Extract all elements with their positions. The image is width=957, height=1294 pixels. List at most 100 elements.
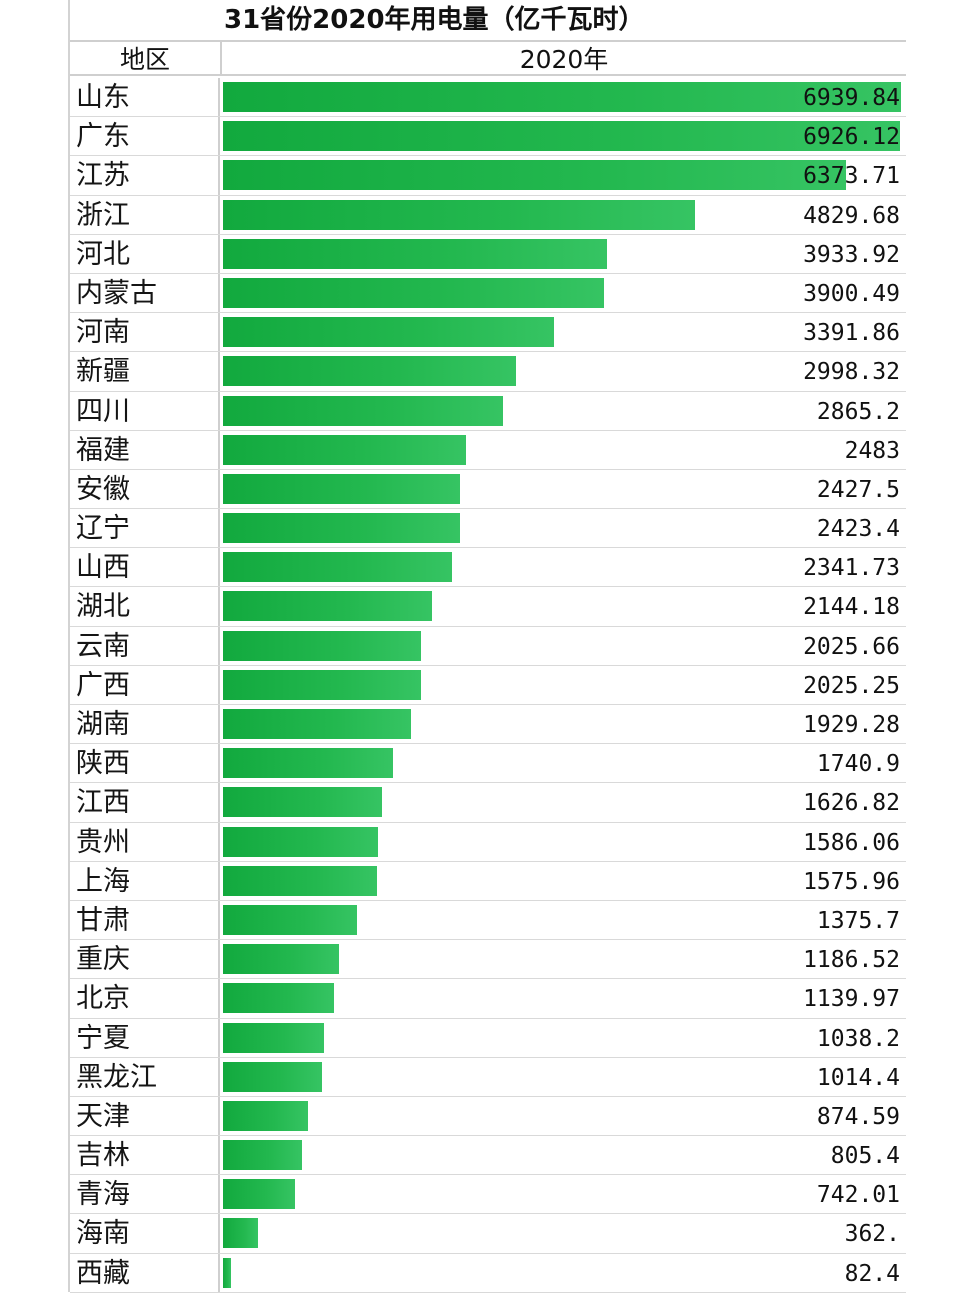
value-label: 2427.5 [816,476,900,503]
region-label: 湖南 [76,709,130,740]
table-row: 福建 2483 [70,430,906,470]
region-column-header: 地区 [70,40,220,76]
region-label: 陕西 [76,748,130,780]
value-label: 1038.2 [816,1025,900,1052]
region-label: 新疆 [76,356,130,388]
cell-divider [218,900,220,940]
cell-divider [218,1175,220,1214]
bar [223,434,466,465]
cell-divider [218,430,220,469]
bar [223,356,516,387]
region-label: 吉林 [76,1140,130,1172]
table-row: 甘肃 1375.7 [70,900,906,941]
table-row: 四川 2865.2 [70,391,906,431]
bar [223,82,901,112]
bar [223,787,382,818]
bar [223,1179,296,1210]
bar [223,709,412,739]
value-label: 3391.86 [803,320,900,347]
table-row: 湖北 2144.18 [70,587,906,627]
cell-divider [218,587,220,626]
bar-rows: 山东 6939.84 广东 6926.12 江苏 6373.71 浙江 4829.68 河北 39… [70,78,906,1293]
value-label: 6939.84 [803,85,900,111]
bar [223,513,460,544]
value-label: 1375.7 [816,907,900,934]
bar [223,1140,302,1171]
bar [223,395,503,426]
table-row: 天津 874.59 [70,1096,906,1137]
cell-divider [218,783,220,822]
table-row: 宁夏 1038.2 [70,1018,906,1058]
value-label: 742.01 [816,1182,900,1209]
bar [223,826,378,857]
value-label: 805.4 [830,1143,900,1170]
cell-divider [218,1253,220,1292]
table-row: 新疆 2998.32 [70,352,906,392]
cell-divider [218,665,220,704]
region-label: 云南 [76,630,130,662]
bar [223,865,377,896]
bar [223,277,605,308]
cell-divider [218,1018,220,1057]
cell-divider [218,313,220,352]
table-row: 河南 3391.86 [70,313,906,353]
value-label: 3933.92 [803,241,900,268]
value-label: 1626.82 [803,790,900,817]
cell-divider [218,78,220,117]
table-row: 陕西 1740.9 [70,744,906,784]
region-label: 甘肃 [76,904,130,936]
region-label: 贵州 [76,826,130,858]
bar [223,904,358,935]
bar [223,1218,259,1249]
region-label: 山东 [76,82,130,113]
cell-divider [218,940,220,979]
table-row: 西藏 82.4 [70,1253,906,1293]
cell-divider [218,469,220,509]
spreadsheet-chart: 31省份2020年用电量（亿千瓦时） 地区 2020年 山东 6939.84 广东 6… [68,0,906,1293]
region-label: 天津 [76,1100,130,1132]
region-label: 江西 [76,787,130,819]
cell-divider [218,705,220,744]
value-label: 1586.06 [803,829,900,856]
region-label: 广西 [76,669,130,701]
value-label: 82.4 [844,1260,900,1287]
cell-divider [218,979,220,1018]
region-label: 山西 [76,552,130,584]
region-label: 黑龙江 [76,1061,157,1093]
bar [223,1257,232,1288]
cell-divider [218,352,220,391]
bar [223,669,421,700]
region-label: 宁夏 [76,1022,130,1054]
region-label: 安徽 [76,473,130,505]
table-row: 黑龙江 1014.4 [70,1057,906,1097]
table-row: 山西 2341.73 [70,548,906,588]
value-label: 2144.18 [803,594,900,621]
cell-divider [218,391,220,430]
cell-divider [218,273,220,313]
table-row: 湖南 1929.28 [70,705,906,745]
table-row: 吉林 805.4 [70,1136,906,1176]
value-label: 1929.28 [803,712,900,738]
table-row: 山东 6939.84 [70,78,906,118]
table-row: 江苏 6373.71 [70,156,906,196]
cell-divider [218,117,220,156]
bar [223,591,433,622]
value-label: 1014.4 [816,1064,900,1091]
cell-divider [218,548,220,587]
table-row: 北京 1139.97 [70,979,906,1019]
cell-divider [218,234,220,273]
cell-divider [218,1136,220,1175]
bar [223,944,339,975]
value-label: 1139.97 [803,986,900,1013]
bar [223,1061,323,1092]
value-label: 2865.2 [816,398,900,425]
region-label: 青海 [76,1179,130,1211]
region-label: 河北 [76,238,130,270]
value-label: 2025.66 [803,633,900,660]
year-column-header: 2020年 [220,40,906,76]
cell-divider [218,626,220,665]
chart-title: 31省份2020年用电量（亿千瓦时） [224,5,645,35]
bar [223,983,335,1014]
value-label: 2423.4 [816,516,900,543]
table-row: 浙江 4829.68 [70,195,906,235]
